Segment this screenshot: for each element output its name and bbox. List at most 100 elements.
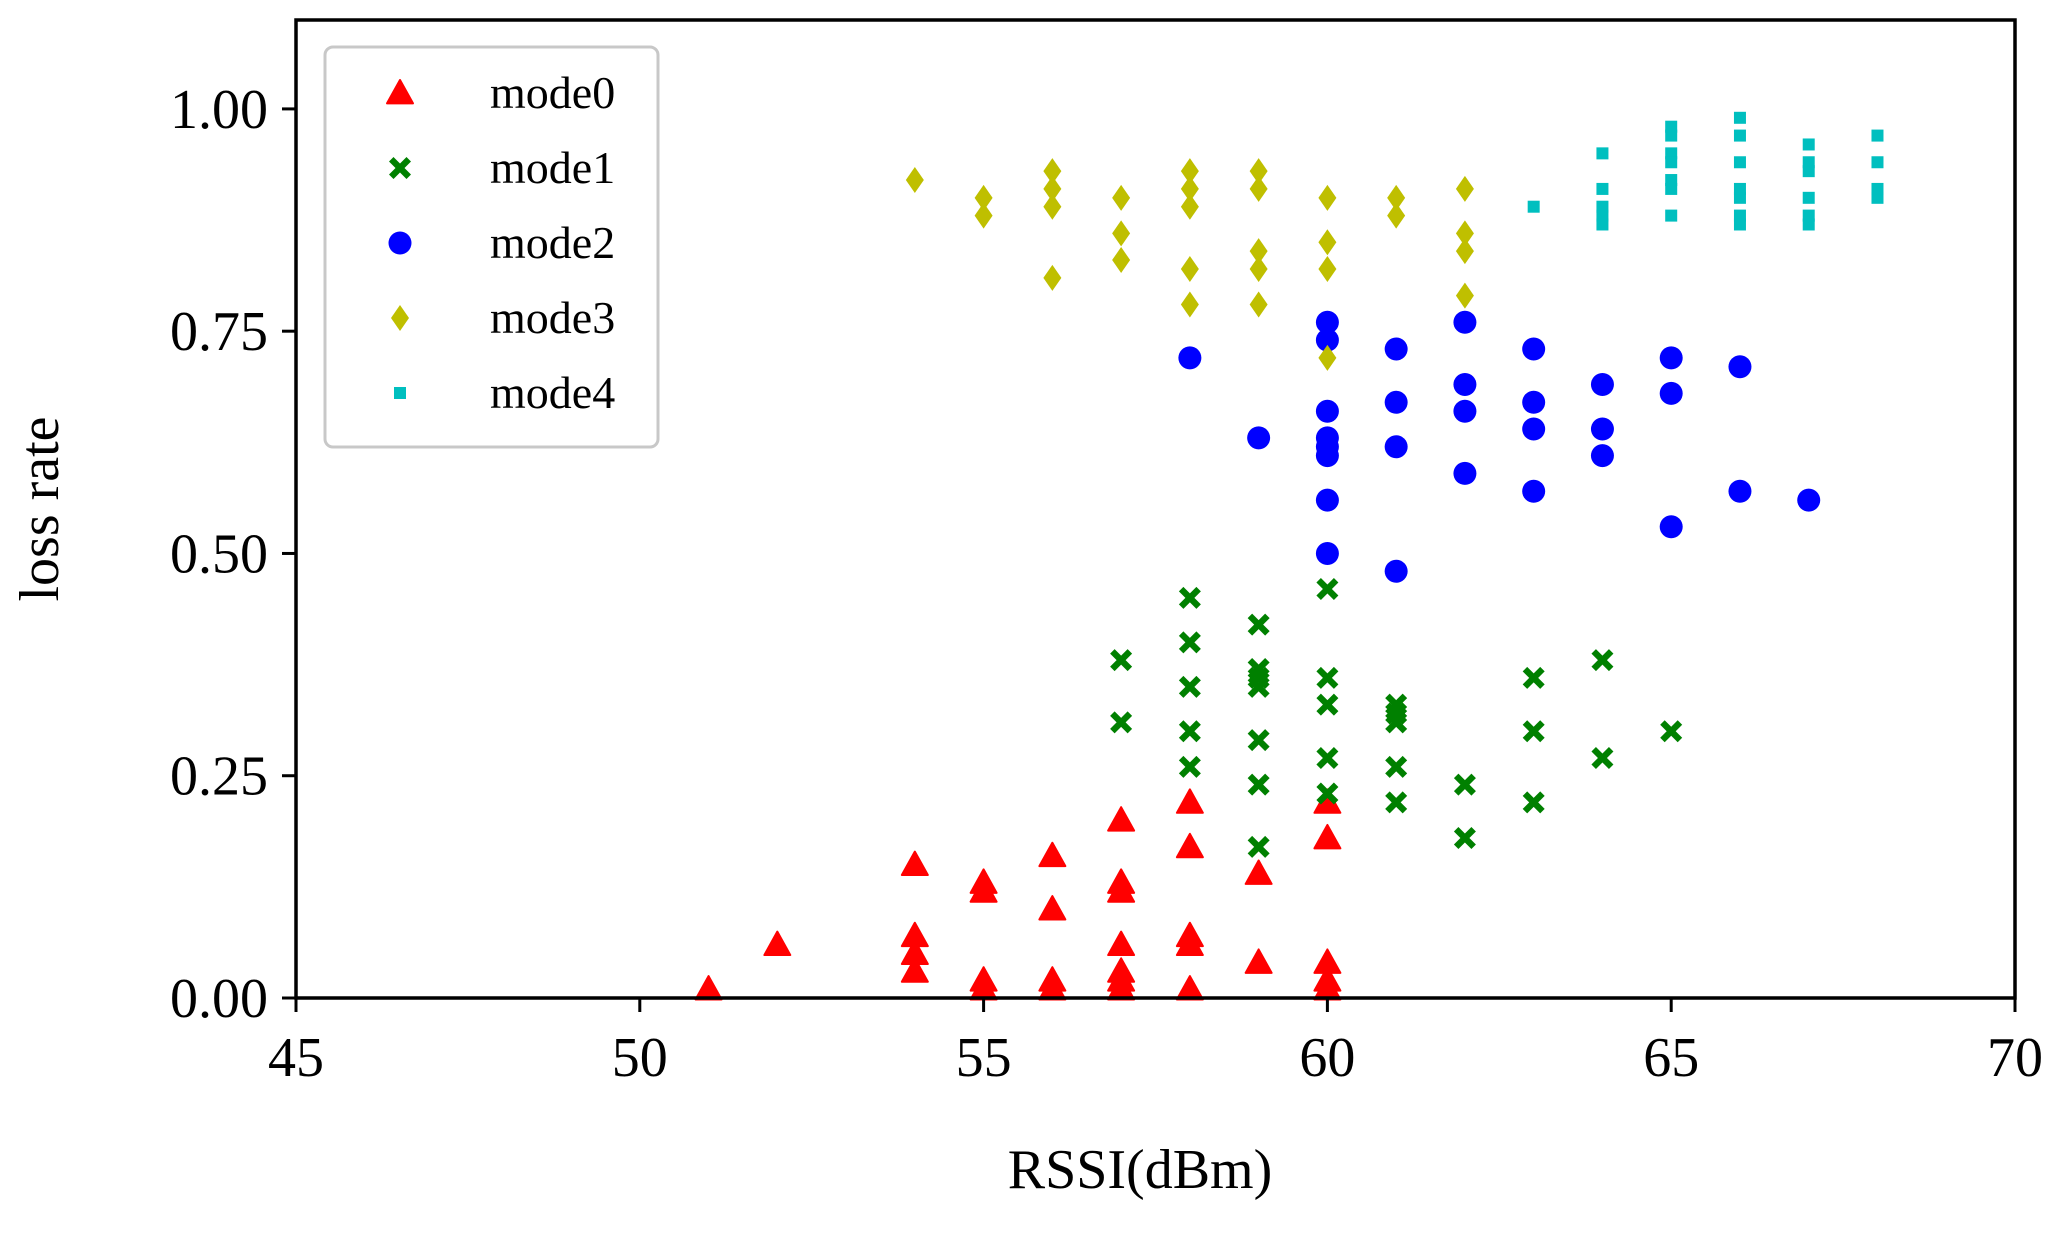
data-point-mode4 (1665, 129, 1678, 142)
y-axis-title: loss rate (9, 416, 71, 601)
data-point-mode1 (1522, 720, 1545, 743)
x-tick-label: 55 (956, 1027, 1012, 1089)
data-point-mode3 (1112, 220, 1131, 247)
data-point-mode2 (1590, 444, 1614, 468)
data-points (694, 111, 1884, 1001)
data-point-mode1 (1453, 773, 1476, 796)
data-point-mode3 (1455, 220, 1474, 247)
data-point-mode4 (1802, 138, 1815, 151)
y-tick-label: 0.00 (170, 968, 268, 1030)
legend-item-mode0: mode0 (386, 67, 615, 118)
data-point-mode3 (1180, 193, 1199, 220)
data-point-mode3 (1043, 264, 1062, 291)
data-point-mode3 (1455, 282, 1474, 309)
data-point-mode2 (1453, 399, 1477, 423)
plot-frame (294, 18, 2017, 1000)
series-mode1 (1110, 578, 1683, 858)
data-point-mode1 (1385, 791, 1408, 814)
data-point-mode0 (1313, 823, 1342, 850)
data-point-mode1 (1178, 631, 1201, 654)
series-mode3 (905, 158, 1474, 371)
data-point-mode1 (1110, 711, 1133, 734)
x-tick-label: 50 (612, 1027, 668, 1089)
data-point-mode3 (974, 202, 993, 229)
data-point-mode0 (900, 957, 929, 983)
data-point-mode2 (1453, 310, 1477, 334)
legend-marker-cross (389, 157, 411, 179)
data-point-mode2 (1315, 444, 1339, 468)
y-tick-label: 0.50 (170, 523, 268, 585)
data-point-mode3 (1249, 255, 1268, 282)
data-point-mode2 (1384, 337, 1408, 361)
data-point-mode0 (1107, 877, 1136, 903)
data-point-mode2 (1659, 346, 1683, 370)
legend-label: mode2 (490, 217, 615, 268)
y-axis-ticks: 0.00 0.25 0.50 0.75 1.00 (170, 79, 296, 1030)
data-point-mode4 (1871, 156, 1884, 169)
data-point-mode2 (1522, 479, 1546, 503)
data-point-mode2 (1384, 559, 1408, 583)
data-point-mode4 (1871, 129, 1884, 142)
data-point-mode4 (1665, 209, 1678, 222)
data-point-mode1 (1316, 578, 1339, 601)
data-point-mode4 (1665, 156, 1678, 169)
data-point-mode1 (1247, 773, 1270, 796)
data-point-mode2 (1522, 417, 1546, 441)
data-point-mode3 (1455, 175, 1474, 202)
data-point-mode1 (1522, 791, 1545, 814)
data-point-mode3 (1043, 158, 1062, 185)
data-point-mode1 (1316, 666, 1339, 689)
data-point-mode1 (1110, 649, 1133, 672)
data-point-mode3 (974, 184, 993, 211)
data-point-mode0 (763, 930, 792, 957)
data-point-mode3 (1180, 175, 1199, 202)
data-point-mode1 (1316, 693, 1339, 716)
data-point-mode3 (1455, 238, 1474, 265)
legend-marker-circle (388, 231, 412, 255)
data-point-mode1 (1247, 675, 1270, 698)
data-point-mode2 (1522, 390, 1546, 414)
data-point-mode3 (1180, 255, 1199, 282)
data-point-mode1 (1247, 835, 1270, 858)
data-point-mode1 (1316, 746, 1339, 769)
data-point-mode4 (1733, 156, 1746, 169)
data-point-mode1 (1178, 720, 1201, 743)
data-point-mode4 (1665, 182, 1678, 195)
data-point-mode1 (1247, 729, 1270, 752)
data-point-mode1 (1178, 586, 1201, 609)
legend-item-mode2: mode2 (388, 217, 615, 268)
data-point-mode3 (1112, 247, 1131, 274)
data-point-mode3 (1043, 175, 1062, 202)
data-point-mode0 (1244, 948, 1273, 974)
legend-box (323, 45, 660, 449)
y-tick-label: 0.25 (170, 746, 268, 808)
data-point-mode0 (1175, 832, 1204, 859)
data-point-mode0 (1175, 788, 1204, 814)
x-tick-label: 70 (1987, 1027, 2043, 1089)
data-point-mode3 (1318, 344, 1337, 371)
data-point-mode4 (1871, 191, 1884, 204)
series-mode2 (1178, 310, 1821, 583)
data-point-mode0 (1107, 930, 1136, 957)
legend-label: mode4 (490, 367, 615, 418)
series-mode4 (1527, 111, 1884, 231)
data-point-mode4 (1596, 218, 1609, 231)
data-point-mode2 (1315, 541, 1339, 565)
data-point-mode3 (1180, 291, 1199, 318)
data-point-mode3 (1318, 184, 1337, 211)
data-point-mode1 (1385, 755, 1408, 778)
x-tick-label: 60 (1299, 1027, 1355, 1089)
data-point-mode0 (1107, 806, 1136, 832)
data-point-mode1 (1385, 711, 1408, 734)
x-axis-title: RSSI(dBm) (1008, 1139, 1273, 1201)
x-axis-ticks: 45 50 55 60 65 70 (268, 998, 2043, 1089)
data-point-mode2 (1315, 310, 1339, 334)
data-point-mode0 (1038, 895, 1067, 921)
data-point-mode0 (1244, 859, 1273, 885)
data-point-mode0 (969, 877, 998, 903)
legend-label: mode1 (490, 142, 615, 193)
data-point-mode2 (1659, 381, 1683, 405)
data-point-mode4 (1802, 191, 1815, 204)
data-point-mode4 (1733, 191, 1746, 204)
legend-label: mode0 (490, 67, 615, 118)
